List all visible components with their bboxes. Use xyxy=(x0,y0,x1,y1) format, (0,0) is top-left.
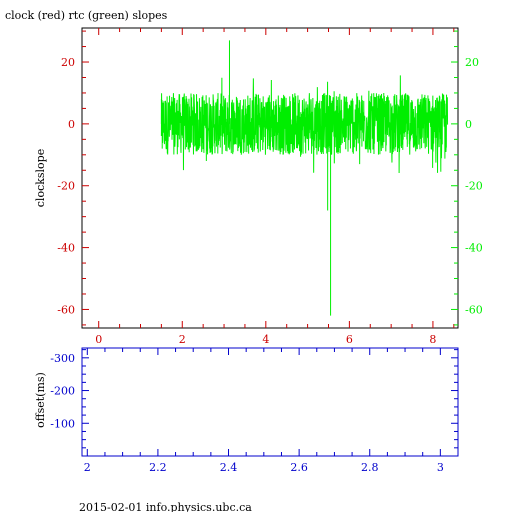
x-tick-label: 2.2 xyxy=(149,461,167,474)
x-tick-label: 8 xyxy=(429,333,436,346)
bottom-x-axis: 2 2.2 2.4 2.6 2.8 3 xyxy=(84,348,444,474)
y-tick-label: -40 xyxy=(57,242,75,255)
y-tick-label: -60 xyxy=(57,303,75,316)
x-tick-label: 2.6 xyxy=(290,461,308,474)
top-y-axis-left: 20 0 -20 -40 -60 xyxy=(57,30,89,326)
y-right-tick-label: -20 xyxy=(465,180,483,193)
bottom-plot-frame xyxy=(81,347,459,457)
top-chart: 0 2 4 6 8 20 0 -20 -40 -60 20 0 -20 -40 -60 clockslo… xyxy=(34,27,483,346)
y-tick-label: 0 xyxy=(68,118,75,131)
rtc-trace xyxy=(160,75,449,173)
y-tick-label: 20 xyxy=(61,56,75,69)
bottom-chart: 2 2.2 2.4 2.6 2.8 3 -300 -200 -100 offset(ms) xyxy=(34,347,459,474)
top-plot-frame xyxy=(81,27,459,329)
x-tick-label: 2.8 xyxy=(361,461,379,474)
x-tick-label: 0 xyxy=(95,333,102,346)
x-tick-label: 2 xyxy=(179,333,186,346)
y-right-tick-label: 20 xyxy=(465,56,479,69)
y-tick-label: -100 xyxy=(50,417,75,430)
x-tick-label: 4 xyxy=(262,333,269,346)
bottom-y-axis: -300 -200 -100 xyxy=(50,349,458,449)
bottom-y-axis-label: offset(ms) xyxy=(34,372,47,428)
y-right-tick-label: -60 xyxy=(465,303,483,316)
x-tick-label: 2 xyxy=(84,461,91,474)
x-tick-label: 6 xyxy=(346,333,353,346)
top-y-axis-label: clockslope xyxy=(34,149,47,207)
y-tick-label: -200 xyxy=(50,385,75,398)
x-tick-label: 3 xyxy=(437,461,444,474)
footer-text: 2015-02-01 info.physics.ubc.ca xyxy=(79,501,252,512)
y-right-tick-label: 0 xyxy=(465,118,472,131)
y-right-tick-label: -40 xyxy=(465,242,483,255)
y-tick-label: -20 xyxy=(57,180,75,193)
top-x-axis: 0 2 4 6 8 xyxy=(95,28,455,346)
y-tick-label: -300 xyxy=(50,352,75,365)
rtc-series xyxy=(160,40,449,316)
chart-title: clock (red) rtc (green) slopes xyxy=(5,9,168,22)
top-y-axis-right: 20 0 -20 -40 -60 xyxy=(451,30,483,326)
x-tick-label: 2.4 xyxy=(220,461,238,474)
